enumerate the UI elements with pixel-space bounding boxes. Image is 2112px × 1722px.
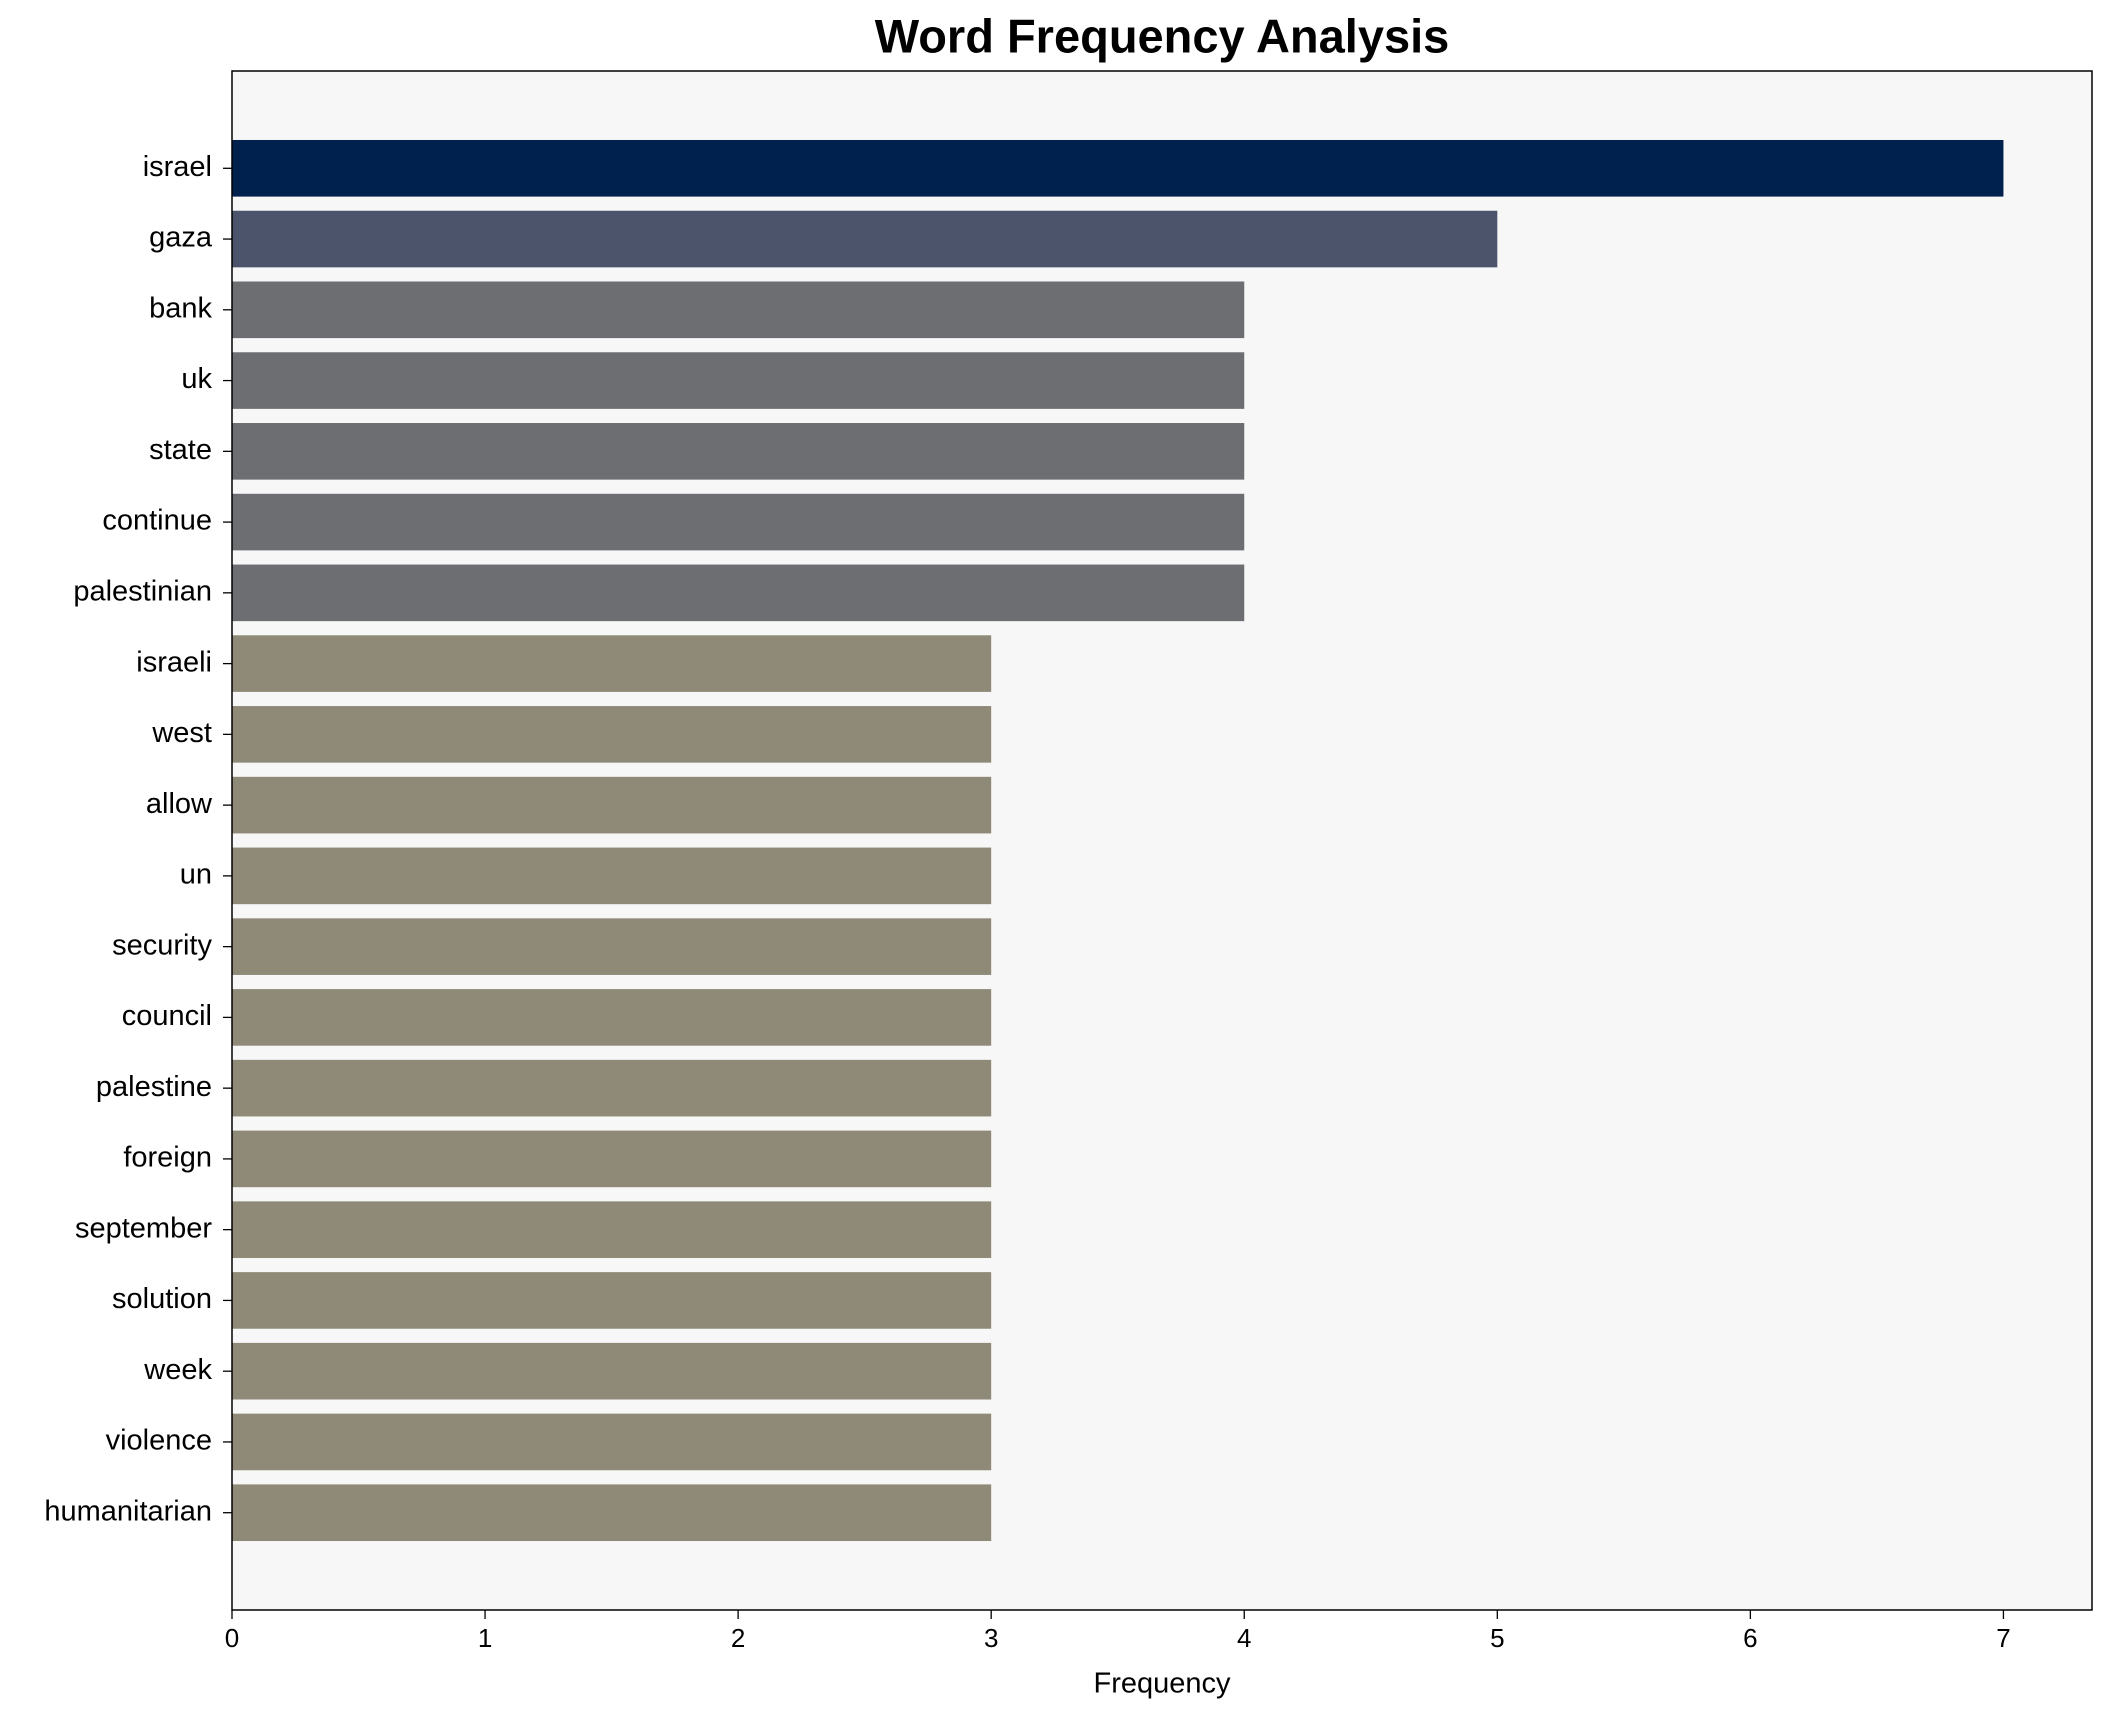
y-tick-label: security [112, 929, 212, 961]
y-tick-label: allow [146, 788, 213, 820]
bar [232, 1484, 992, 1542]
plot-frame [231, 70, 2093, 1611]
bar [232, 1130, 992, 1188]
y-tick-label: violence [106, 1425, 212, 1457]
x-tick-label: 7 [1996, 1623, 2010, 1653]
bar [232, 423, 1245, 480]
y-tick-label: week [143, 1354, 212, 1386]
y-tick-label: september [75, 1212, 212, 1244]
bar [232, 1272, 992, 1329]
bar [232, 1201, 992, 1258]
x-tick-label: 0 [225, 1623, 239, 1653]
y-tick-label: humanitarian [44, 1495, 212, 1527]
bar [232, 776, 992, 834]
y-tick-label: state [149, 434, 212, 466]
bar [232, 493, 1245, 551]
x-tick-label: 5 [1490, 1623, 1504, 1653]
y-tick-label: continue [102, 505, 212, 537]
y-tick-label: west [151, 717, 212, 749]
bar [232, 1413, 992, 1471]
bar [232, 706, 992, 763]
x-axis-label: Frequency [1093, 1668, 1231, 1700]
y-tick-label: bank [149, 292, 212, 324]
y-tick-label: israel [143, 151, 212, 183]
x-tick-label: 6 [1743, 1623, 1757, 1653]
y-tick-label: council [122, 1000, 212, 1032]
y-tick-label: israeli [136, 646, 212, 678]
bar [232, 1342, 992, 1400]
bar [232, 847, 992, 905]
y-tick-label: solution [112, 1283, 212, 1315]
bar [232, 635, 992, 692]
bar [232, 989, 992, 1046]
bar [232, 139, 2004, 197]
bar [232, 564, 1245, 622]
y-tick-label: gaza [149, 222, 213, 254]
bar [232, 210, 1498, 268]
bar [232, 281, 1245, 339]
x-tick-label: 1 [478, 1623, 492, 1653]
bar [232, 918, 992, 975]
x-tick-label: 3 [984, 1623, 998, 1653]
bar [232, 1059, 992, 1117]
y-tick-label: palestine [96, 1071, 212, 1103]
y-tick-label: uk [181, 363, 212, 395]
bar [232, 352, 1245, 409]
x-tick-label: 4 [1237, 1623, 1251, 1653]
y-tick-label: foreign [123, 1142, 212, 1174]
y-tick-label: palestinian [73, 576, 212, 608]
y-tick-label: un [180, 859, 212, 891]
x-tick-label: 2 [731, 1623, 745, 1653]
chart-title: Word Frequency Analysis [875, 9, 1450, 62]
